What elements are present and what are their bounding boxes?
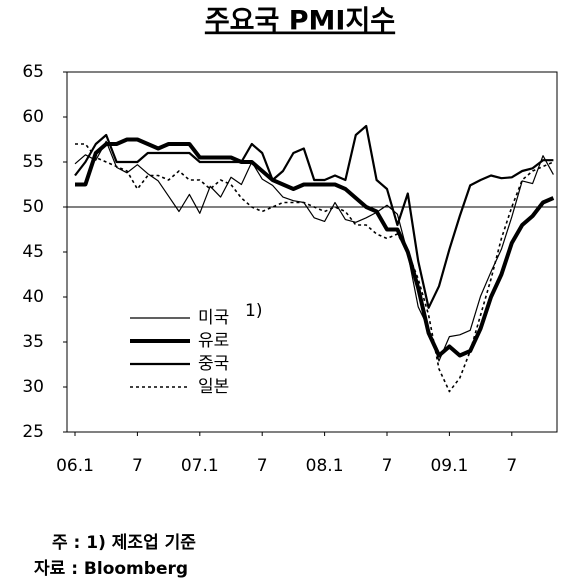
- legend-note: 1): [245, 301, 262, 321]
- chart-title: 주요국 PMI지수: [205, 6, 395, 37]
- series-line: [74, 140, 554, 362]
- y-tick-label: 55: [22, 152, 44, 172]
- legend-label: 일본: [198, 377, 229, 397]
- x-tick-label: 08.1: [306, 456, 344, 476]
- series-line: [75, 143, 554, 393]
- x-tick-label: 06.1: [56, 456, 94, 476]
- source: 자료 : Bloomberg: [34, 559, 188, 579]
- footnote: 주 : 1) 제조업 기준: [52, 533, 196, 553]
- y-tick-label: 50: [22, 197, 44, 217]
- x-tick-label: 7: [382, 456, 393, 476]
- y-tick-label: 30: [22, 377, 44, 397]
- legend-label: 유로: [198, 331, 229, 351]
- y-tick-label: 35: [22, 332, 44, 352]
- y-tick-label: 40: [22, 287, 44, 307]
- y-tick-label: 60: [22, 107, 44, 127]
- y-tick-label: 65: [22, 62, 44, 82]
- legend-label: 미국: [198, 308, 229, 328]
- series-line: [75, 137, 555, 358]
- y-tick-label: 45: [22, 242, 44, 262]
- x-tick-label: 07.1: [181, 456, 219, 476]
- x-tick-label: 7: [132, 456, 143, 476]
- plot-frame: [66, 71, 558, 433]
- series-line: [74, 124, 554, 309]
- x-tick-label: 09.1: [430, 456, 468, 476]
- y-tick-label: 25: [22, 422, 44, 442]
- x-tick-label: 7: [506, 456, 517, 476]
- legend-label: 중국: [198, 354, 229, 374]
- x-tick-label: 7: [257, 456, 268, 476]
